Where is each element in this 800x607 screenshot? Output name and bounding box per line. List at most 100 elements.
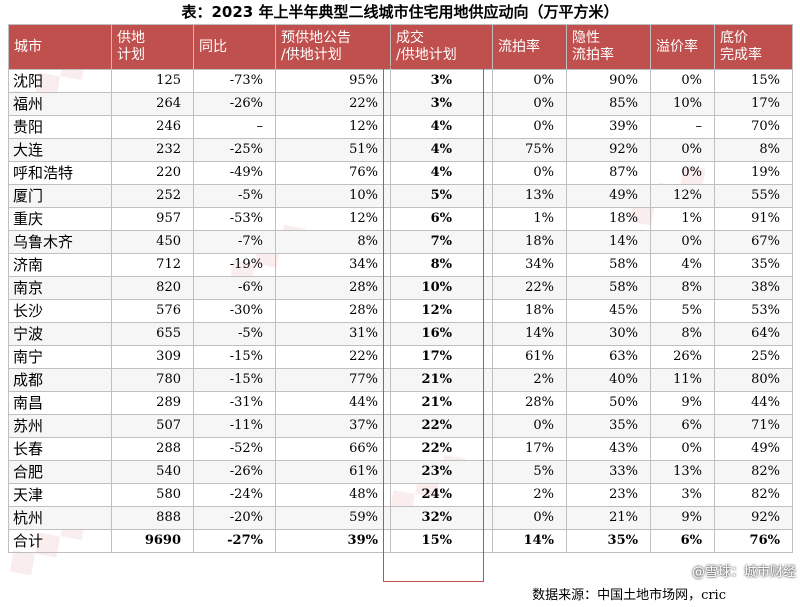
- cell-yoy: -5%: [193, 184, 276, 208]
- cell-failed-auction-rate: 0%: [492, 506, 567, 530]
- header-row: 城市 供地 计划 同比 预供地公告/供地计划 成交/供地计划 流拍率 隐性 流拍率 溢价率 底价 完成…: [8, 24, 793, 70]
- cell-premium-rate: –: [650, 115, 715, 139]
- cell-base-price-rate: 80%: [714, 368, 793, 392]
- cell-failed-auction-rate: 14%: [492, 529, 567, 553]
- cell-premium-rate: 11%: [650, 368, 715, 392]
- cell-supply-plan: 309: [111, 345, 194, 369]
- cell-city: 呼和浩特: [8, 161, 112, 185]
- cell-hidden-failed-rate: 35%: [566, 414, 651, 438]
- table-row: 重庆 957 -53% 12% 6% 1% 18% 1% 91%: [8, 207, 793, 231]
- cell-city: 合肥: [8, 460, 112, 484]
- cell-premium-rate: 10%: [650, 92, 715, 116]
- table-row: 苏州 507 -11% 37% 22% 0% 35% 6% 71%: [8, 414, 793, 438]
- cell-pre-announce-ratio: 77%: [275, 368, 391, 392]
- cell-failed-auction-rate: 0%: [492, 69, 567, 93]
- cell-base-price-rate: 49%: [714, 437, 793, 461]
- cell-base-price-rate: 70%: [714, 115, 793, 139]
- cell-city: 济南: [8, 253, 112, 277]
- cell-city: 厦门: [8, 184, 112, 208]
- table-row: 南昌 289 -31% 44% 21% 28% 50% 9% 44%: [8, 391, 793, 415]
- cell-base-price-rate: 17%: [714, 92, 793, 116]
- cell-pre-announce-ratio: 66%: [275, 437, 391, 461]
- column-header: 底价 完成率: [714, 24, 793, 70]
- cell-city: 苏州: [8, 414, 112, 438]
- cell-failed-auction-rate: 13%: [492, 184, 567, 208]
- cell-yoy: -7%: [193, 230, 276, 254]
- cell-base-price-rate: 8%: [714, 138, 793, 162]
- cell-city: 重庆: [8, 207, 112, 231]
- cell-pre-announce-ratio: 22%: [275, 92, 391, 116]
- column-header-line: /供地计划: [281, 47, 342, 63]
- cell-city: 大连: [8, 138, 112, 162]
- cell-yoy: -31%: [193, 391, 276, 415]
- cell-failed-auction-rate: 34%: [492, 253, 567, 277]
- column-header-line: 底价: [720, 30, 748, 46]
- cell-failed-auction-rate: 14%: [492, 322, 567, 346]
- cell-premium-rate: 6%: [650, 529, 715, 553]
- table-row: 成都 780 -15% 77% 21% 2% 40% 11% 80%: [8, 368, 793, 392]
- cell-hidden-failed-rate: 30%: [566, 322, 651, 346]
- cell-pre-announce-ratio: 31%: [275, 322, 391, 346]
- cell-failed-auction-rate: 17%: [492, 437, 567, 461]
- cell-supply-plan: 252: [111, 184, 194, 208]
- cell-yoy: -26%: [193, 460, 276, 484]
- cell-supply-plan: 246: [111, 115, 194, 139]
- cell-hidden-failed-rate: 49%: [566, 184, 651, 208]
- cell-premium-rate: 9%: [650, 391, 715, 415]
- cell-deal-ratio: 6%: [390, 207, 493, 231]
- cell-base-price-rate: 71%: [714, 414, 793, 438]
- table-row: 宁波 655 -5% 31% 16% 14% 30% 8% 64%: [8, 322, 793, 346]
- cell-supply-plan: 125: [111, 69, 194, 93]
- cell-base-price-rate: 35%: [714, 253, 793, 277]
- cell-base-price-rate: 15%: [714, 69, 793, 93]
- cell-deal-ratio: 3%: [390, 69, 493, 93]
- cell-premium-rate: 8%: [650, 276, 715, 300]
- cell-deal-ratio: 21%: [390, 391, 493, 415]
- cell-yoy: -49%: [193, 161, 276, 185]
- cell-pre-announce-ratio: 28%: [275, 276, 391, 300]
- cell-base-price-rate: 19%: [714, 161, 793, 185]
- column-header-line: /供地计划: [396, 47, 457, 63]
- column-header: 溢价率: [650, 24, 715, 70]
- cell-base-price-rate: 38%: [714, 276, 793, 300]
- cell-pre-announce-ratio: 34%: [275, 253, 391, 277]
- cell-pre-announce-ratio: 59%: [275, 506, 391, 530]
- column-header-line: 流拍率: [498, 38, 540, 55]
- cell-hidden-failed-rate: 85%: [566, 92, 651, 116]
- cell-supply-plan: 264: [111, 92, 194, 116]
- cell-pre-announce-ratio: 76%: [275, 161, 391, 185]
- cell-pre-announce-ratio: 37%: [275, 414, 391, 438]
- cell-base-price-rate: 91%: [714, 207, 793, 231]
- cell-supply-plan: 712: [111, 253, 194, 277]
- table-row: 长沙 576 -30% 28% 12% 18% 45% 5% 53%: [8, 299, 793, 323]
- column-header-line: 城市: [14, 38, 42, 55]
- cell-supply-plan: 655: [111, 322, 194, 346]
- table-row: 杭州 888 -20% 59% 32% 0% 21% 9% 92%: [8, 506, 793, 530]
- cell-yoy: -52%: [193, 437, 276, 461]
- cell-hidden-failed-rate: 14%: [566, 230, 651, 254]
- cell-supply-plan: 507: [111, 414, 194, 438]
- cell-failed-auction-rate: 0%: [492, 161, 567, 185]
- cell-premium-rate: 0%: [650, 69, 715, 93]
- column-header-line: 成交: [396, 30, 424, 46]
- cell-yoy: -53%: [193, 207, 276, 231]
- cell-deal-ratio: 10%: [390, 276, 493, 300]
- table-row: 济南 712 -19% 34% 8% 34% 58% 4% 35%: [8, 253, 793, 277]
- cell-yoy: -11%: [193, 414, 276, 438]
- cell-base-price-rate: 92%: [714, 506, 793, 530]
- cell-deal-ratio: 24%: [390, 483, 493, 507]
- cell-yoy: -30%: [193, 299, 276, 323]
- cell-base-price-rate: 67%: [714, 230, 793, 254]
- cell-hidden-failed-rate: 92%: [566, 138, 651, 162]
- cell-base-price-rate: 82%: [714, 483, 793, 507]
- cell-pre-announce-ratio: 12%: [275, 115, 391, 139]
- cell-base-price-rate: 64%: [714, 322, 793, 346]
- table-row: 厦门 252 -5% 10% 5% 13% 49% 12% 55%: [8, 184, 793, 208]
- cell-deal-ratio: 4%: [390, 115, 493, 139]
- cell-pre-announce-ratio: 22%: [275, 345, 391, 369]
- column-header-line: 供地: [117, 30, 145, 46]
- cell-hidden-failed-rate: 21%: [566, 506, 651, 530]
- cell-supply-plan: 289: [111, 391, 194, 415]
- cell-base-price-rate: 25%: [714, 345, 793, 369]
- cell-hidden-failed-rate: 87%: [566, 161, 651, 185]
